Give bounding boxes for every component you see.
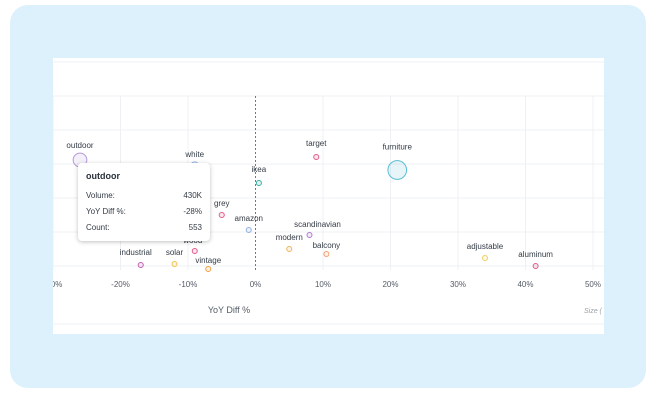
point-label-scandinavian: scandinavian xyxy=(294,220,341,229)
size-legend-note: Size ( xyxy=(584,308,603,315)
x-tick-label: 50% xyxy=(585,280,601,289)
tooltip-value: 553 xyxy=(188,223,202,232)
tooltip-row-yoy: YoY Diff %: -28% xyxy=(86,207,202,219)
point-label-outdoor: outdoor xyxy=(66,141,93,150)
point-solar[interactable] xyxy=(171,261,178,267)
tooltip-key: Count: xyxy=(86,223,110,232)
point-wood[interactable] xyxy=(191,248,198,254)
point-grey[interactable] xyxy=(218,211,225,219)
point-label-white: white xyxy=(184,150,204,159)
point-industrial[interactable] xyxy=(137,261,144,269)
x-tick-label: -30% xyxy=(53,280,62,289)
x-tick-label: -20% xyxy=(111,280,130,289)
x-tick-label: 10% xyxy=(315,280,331,289)
x-tick-label: 30% xyxy=(450,280,466,289)
x-tick-label: 20% xyxy=(382,280,398,289)
point-balcony[interactable] xyxy=(323,251,330,257)
point-amazon[interactable] xyxy=(245,227,252,233)
tooltip-row-count: Count: 553 xyxy=(86,223,202,235)
tooltip-key: YoY Diff %: xyxy=(86,207,126,216)
point-scandinavian[interactable] xyxy=(306,232,313,238)
x-tick-label: 0% xyxy=(250,280,262,289)
point-label-solar: solar xyxy=(166,248,184,257)
x-axis: -30% -20% -10% 0% 10% 20% 30% 40% 50% xyxy=(53,280,601,289)
tooltip-value: 430K xyxy=(183,191,202,200)
point-label-grey: grey xyxy=(214,199,230,208)
point-aluminum[interactable] xyxy=(532,263,539,269)
point-tooltip: outdoor Volume: 430K YoY Diff %: -28% Co… xyxy=(78,163,210,241)
point-target[interactable] xyxy=(313,153,320,161)
x-tick-label: 40% xyxy=(517,280,533,289)
point-label-balcony: balcony xyxy=(313,241,341,250)
tooltip-value: -28% xyxy=(183,207,202,216)
x-axis-title: YoY Diff % xyxy=(208,305,250,315)
point-label-industrial: industrial xyxy=(120,248,152,257)
point-furniture[interactable] xyxy=(387,160,408,180)
chart-card: -30% -20% -10% 0% 10% 20% 30% 40% 50% outdoor whi… xyxy=(53,58,604,334)
tooltip-row-volume: Volume: 430K xyxy=(86,191,202,203)
tooltip-title: outdoor xyxy=(86,171,120,181)
point-vintage[interactable] xyxy=(205,266,212,272)
point-label-ikea: ikea xyxy=(252,165,267,174)
point-ikea[interactable] xyxy=(255,179,262,187)
point-adjustable[interactable] xyxy=(482,255,488,261)
point-modern[interactable] xyxy=(286,246,293,252)
point-label-target: target xyxy=(306,139,327,148)
x-tick-label: -10% xyxy=(179,280,198,289)
point-label-aluminum: aluminum xyxy=(518,250,553,259)
tooltip-key: Volume: xyxy=(86,191,115,200)
point-label-modern: modern xyxy=(276,233,303,242)
point-label-amazon: amazon xyxy=(235,214,263,223)
point-label-adjustable: adjustable xyxy=(467,242,504,251)
point-label-vintage: vintage xyxy=(195,256,221,265)
point-label-furniture: furniture xyxy=(383,143,413,152)
